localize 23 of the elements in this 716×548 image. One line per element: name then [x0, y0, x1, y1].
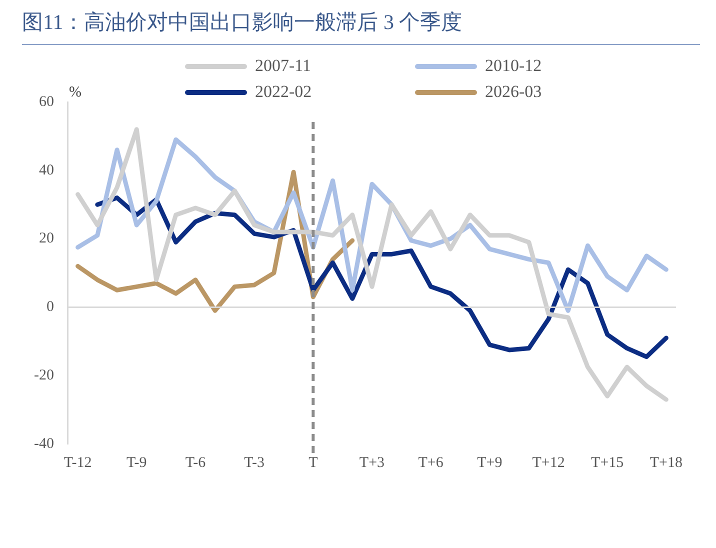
x-tick-label: T+12	[532, 454, 565, 471]
x-tick-label: T-9	[126, 454, 147, 471]
legend-label: 2007-11	[255, 56, 312, 76]
x-tick-label: T-3	[244, 454, 264, 471]
y-tick-label: 60	[38, 94, 54, 110]
y-tick-label: -20	[34, 368, 54, 384]
x-tick-label: T+9	[477, 454, 502, 471]
x-tick-label: T+3	[359, 454, 385, 471]
y-tick-label: 20	[38, 230, 54, 247]
x-tick-label: T+6	[418, 454, 444, 471]
y-tick-label: 0	[46, 299, 54, 316]
x-tick-label: T-12	[64, 454, 92, 471]
y-axis-title: %	[68, 84, 82, 100]
x-tick-label: T+18	[650, 454, 683, 471]
x-tick-label: T-6	[185, 454, 206, 471]
legend-label: 2026-03	[485, 82, 542, 102]
y-tick-label: -40	[34, 436, 54, 452]
y-tick-label: 40	[38, 162, 54, 178]
x-tick-label: T	[308, 454, 318, 471]
legend-label: 2010-12	[485, 56, 542, 76]
x-tick-label: T+15	[591, 454, 624, 471]
legend-label: 2022-02	[255, 82, 312, 102]
chart-title: 图11：高油价对中国出口影响一般滞后 3 个季度	[22, 9, 462, 36]
